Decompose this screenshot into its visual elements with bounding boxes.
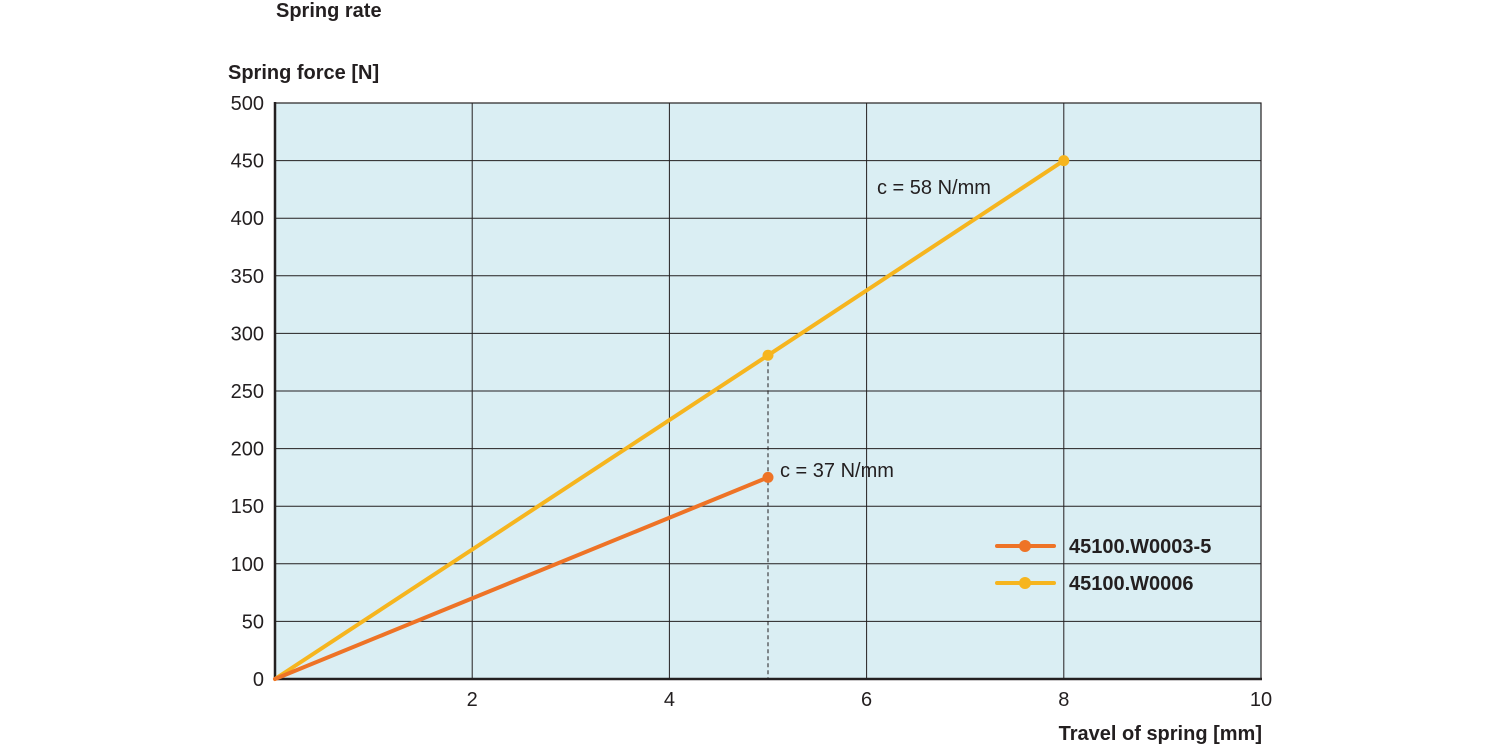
y-tick-label: 400 xyxy=(231,208,264,230)
x-tick-label: 6 xyxy=(861,689,872,711)
y-tick-label: 50 xyxy=(242,611,264,633)
data-point xyxy=(762,349,774,361)
y-tick-label: 250 xyxy=(231,381,264,403)
y-tick-label: 100 xyxy=(231,554,264,576)
y-axis-label: Spring force [N] xyxy=(228,62,380,84)
annotation-label: c = 37 N/mm xyxy=(780,460,894,482)
x-tick-label: 10 xyxy=(1250,689,1272,711)
x-tick-label: 4 xyxy=(664,689,675,711)
legend: 45100.W0003-5 45100.W0006 xyxy=(995,536,1211,595)
y-tick-labels: 0 50 100 150 200 250 300 350 400 450 500 xyxy=(231,93,264,691)
data-point xyxy=(1058,155,1070,167)
y-tick-label: 500 xyxy=(231,93,264,115)
series-line xyxy=(273,475,770,681)
series-group xyxy=(273,155,1070,681)
x-tick-label: 2 xyxy=(467,689,478,711)
y-tick-label: 350 xyxy=(231,266,264,288)
legend-marker xyxy=(1019,577,1031,589)
y-tick-label: 0 xyxy=(253,669,264,691)
y-tick-label: 150 xyxy=(231,496,264,518)
y-tick-label: 200 xyxy=(231,439,264,461)
data-point xyxy=(762,471,774,483)
legend-marker xyxy=(1019,540,1031,552)
legend-label: 45100.W0006 xyxy=(1069,573,1194,595)
legend-label: 45100.W0003-5 xyxy=(1069,536,1211,558)
x-tick-labels: 2 4 6 8 10 xyxy=(467,689,1272,711)
x-axis-label: Travel of spring [mm] xyxy=(1058,723,1262,745)
annotation-label: c = 58 N/mm xyxy=(877,177,991,199)
y-tick-label: 450 xyxy=(231,151,264,173)
chart-title: Spring rate xyxy=(276,0,382,22)
x-tick-label: 8 xyxy=(1058,689,1069,711)
y-tick-label: 300 xyxy=(231,323,264,345)
annotations: c = 58 N/mm c = 37 N/mm xyxy=(780,177,991,482)
